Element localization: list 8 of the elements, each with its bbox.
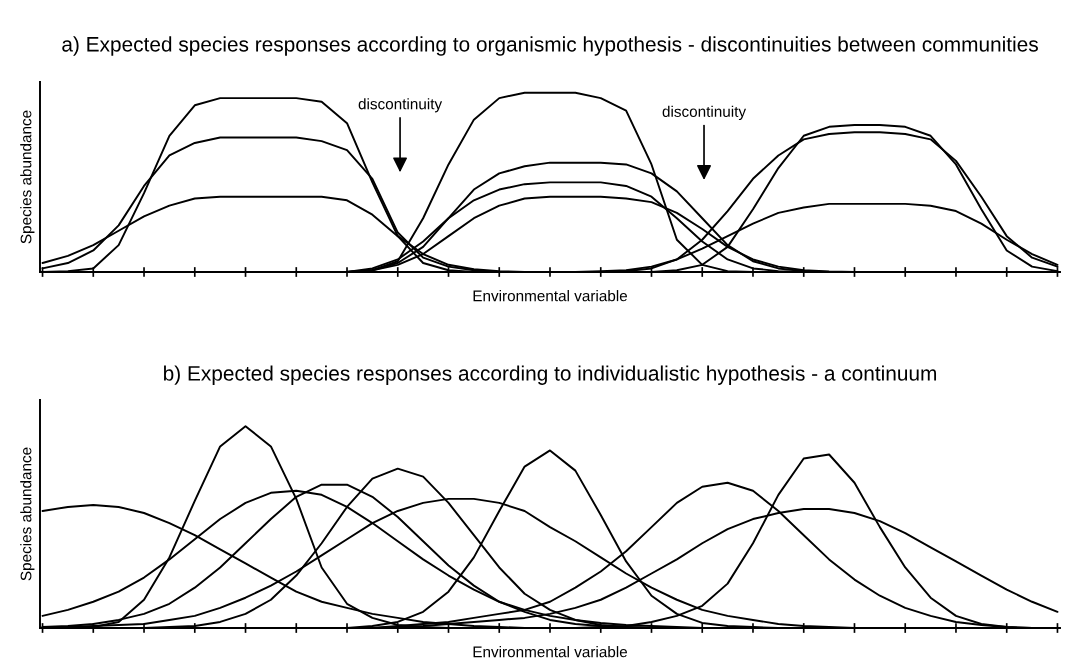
annotation: discontinuity (358, 98, 443, 113)
chart-title: a) Expected species responses according to organismic hypothesis - discontinuities between communities (62, 36, 1038, 56)
y-axis-title: Species abundance (20, 447, 35, 581)
chart-title: b) Expected species responses according to individualistic hypothesis - a continuum (164, 365, 937, 385)
y-axis-title: Species abundance (20, 110, 35, 244)
x-axis-title: Environmental variable (473, 290, 628, 302)
x-axis-title: Environmental variable (473, 646, 628, 658)
annotation: discontinuity (662, 105, 747, 120)
